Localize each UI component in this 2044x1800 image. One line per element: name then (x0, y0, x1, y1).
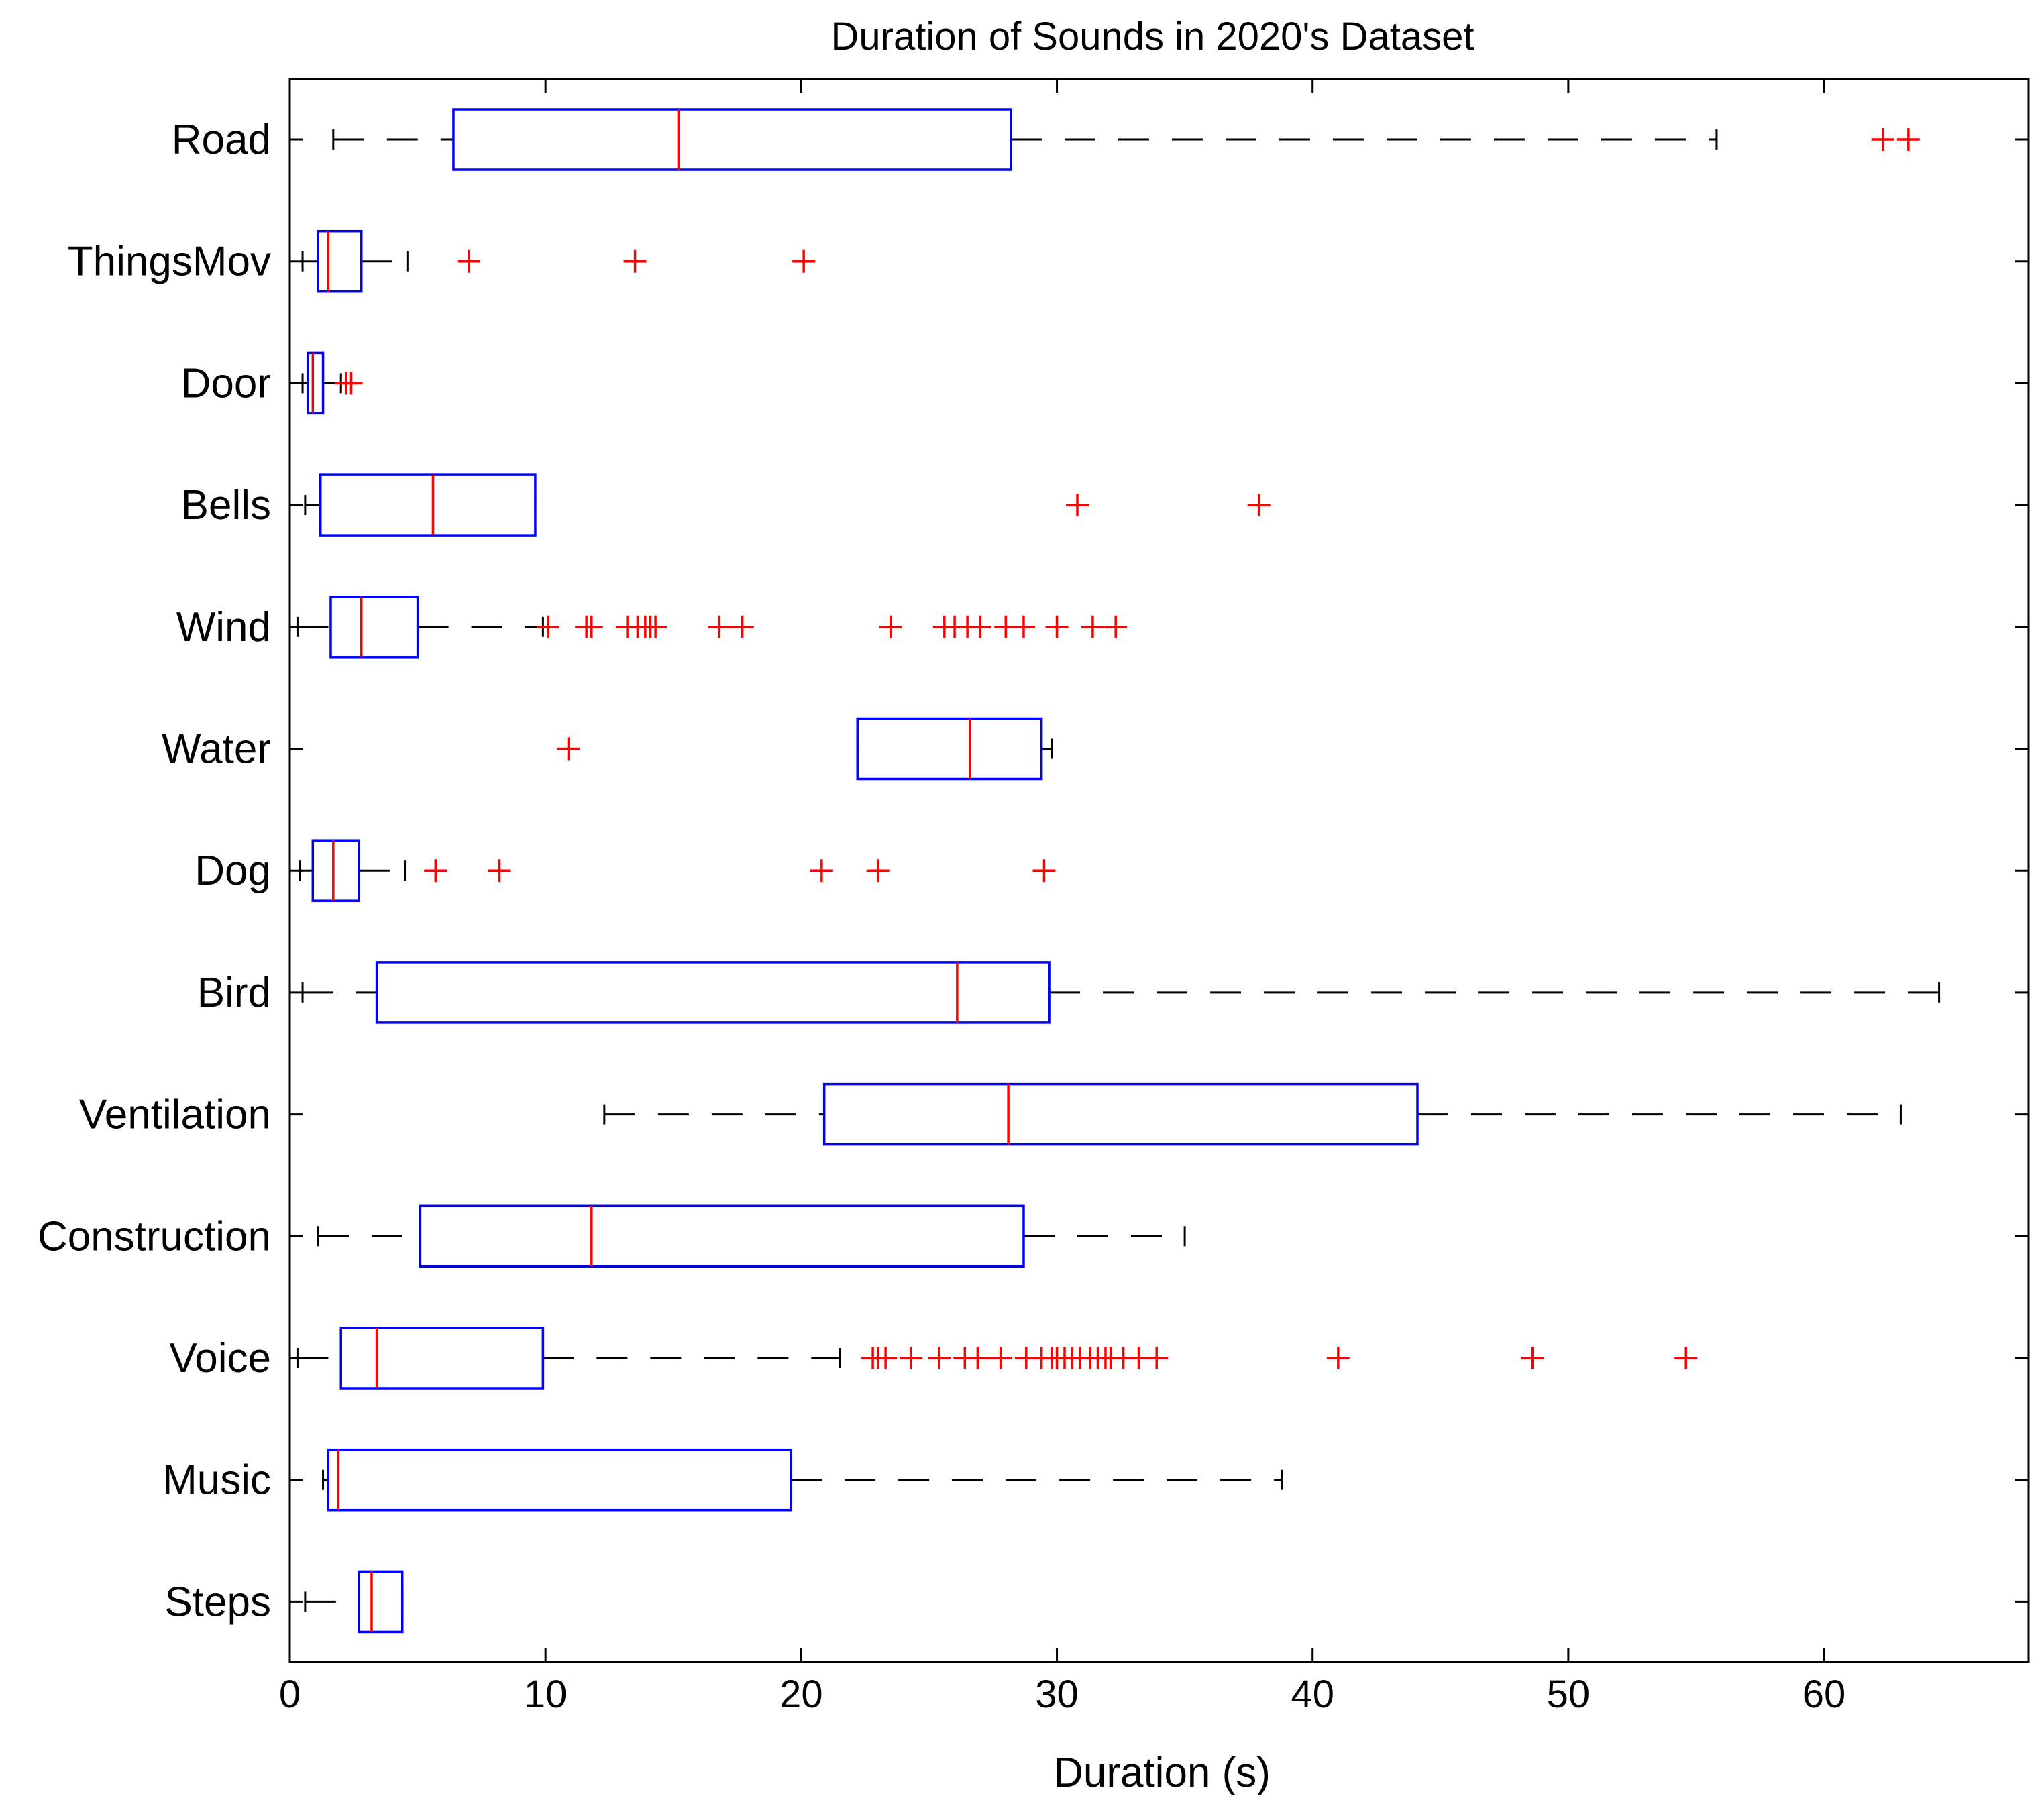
outlier-marker (792, 249, 816, 273)
x-tick-label: 60 (1803, 1673, 1846, 1716)
box (317, 229, 363, 293)
outlier-marker (810, 859, 833, 883)
outlier-marker (989, 1347, 1012, 1369)
box (327, 1448, 792, 1512)
outlier-marker (969, 615, 992, 638)
y-tick-label: Dog (195, 848, 271, 894)
box (329, 596, 419, 659)
y-tick-label: Bells (181, 482, 271, 528)
outlier-marker (1032, 859, 1056, 883)
outlier-marker (1104, 615, 1128, 638)
box (856, 717, 1043, 781)
outlier-marker (488, 859, 511, 883)
box (375, 961, 1051, 1024)
outlier-marker (339, 372, 363, 395)
outlier-marker (457, 249, 480, 273)
box (311, 839, 360, 902)
x-tick-label: 40 (1291, 1673, 1334, 1716)
outlier-marker (1081, 615, 1104, 638)
y-tick-label: Music (162, 1457, 271, 1504)
y-tick-label: Voice (169, 1335, 271, 1382)
y-tick-label: Road (172, 117, 271, 163)
outlier-marker (1896, 128, 1920, 151)
outlier-marker (1012, 615, 1035, 638)
y-tick-label: Door (181, 360, 271, 406)
box (419, 1204, 1025, 1268)
x-tick-label: 10 (524, 1673, 568, 1716)
outlier-marker (708, 615, 731, 638)
outlier-marker (644, 615, 667, 638)
outlier-marker (1326, 1347, 1350, 1369)
y-tick-label: Water (162, 726, 271, 773)
box (339, 1327, 545, 1390)
y-tick-label: Steps (164, 1579, 271, 1625)
y-tick-label: Construction (38, 1213, 271, 1259)
outlier-marker (1247, 494, 1271, 517)
box (822, 1082, 1419, 1146)
outlier-marker (879, 615, 902, 638)
box (319, 473, 537, 537)
plot-area: 0 10 20 30 40 50 60 Road ThingsMov Door Bells Wind W… (38, 78, 2030, 1716)
y-tick-label: Bird (197, 970, 271, 1016)
outlier-marker (1871, 128, 1894, 151)
box (358, 1570, 404, 1634)
y-tick-label: Wind (176, 604, 271, 651)
outlier-marker (1045, 615, 1069, 638)
outlier-marker (424, 859, 447, 883)
outlier-marker (866, 859, 890, 883)
outlier-marker (731, 615, 754, 638)
x-tick-label: 20 (779, 1673, 823, 1716)
outlier-marker (1145, 1347, 1169, 1369)
outlier-marker (536, 615, 559, 638)
x-tick-label: 50 (1547, 1673, 1591, 1716)
outlier-marker (1521, 1347, 1544, 1369)
outlier-marker (580, 615, 603, 638)
chart-title: Duration of Sounds in 2020's Dataset (830, 15, 1474, 58)
outlier-marker (623, 249, 647, 273)
outlier-marker (874, 1347, 898, 1369)
y-tick-label: Ventilation (79, 1092, 271, 1138)
y-tick-label: ThingsMov (68, 239, 271, 285)
outlier-marker (1674, 1347, 1698, 1369)
x-tick-label: 0 (279, 1673, 301, 1716)
box (306, 351, 325, 415)
outlier-marker (1066, 494, 1089, 517)
outlier-marker (928, 1347, 951, 1369)
x-tick-label: 30 (1035, 1673, 1079, 1716)
outlier-marker (966, 1347, 989, 1369)
x-axis-label: Duration (s) (1053, 1750, 1271, 1796)
box (452, 108, 1012, 171)
outlier-marker (557, 737, 580, 761)
outlier-marker (900, 1347, 923, 1369)
